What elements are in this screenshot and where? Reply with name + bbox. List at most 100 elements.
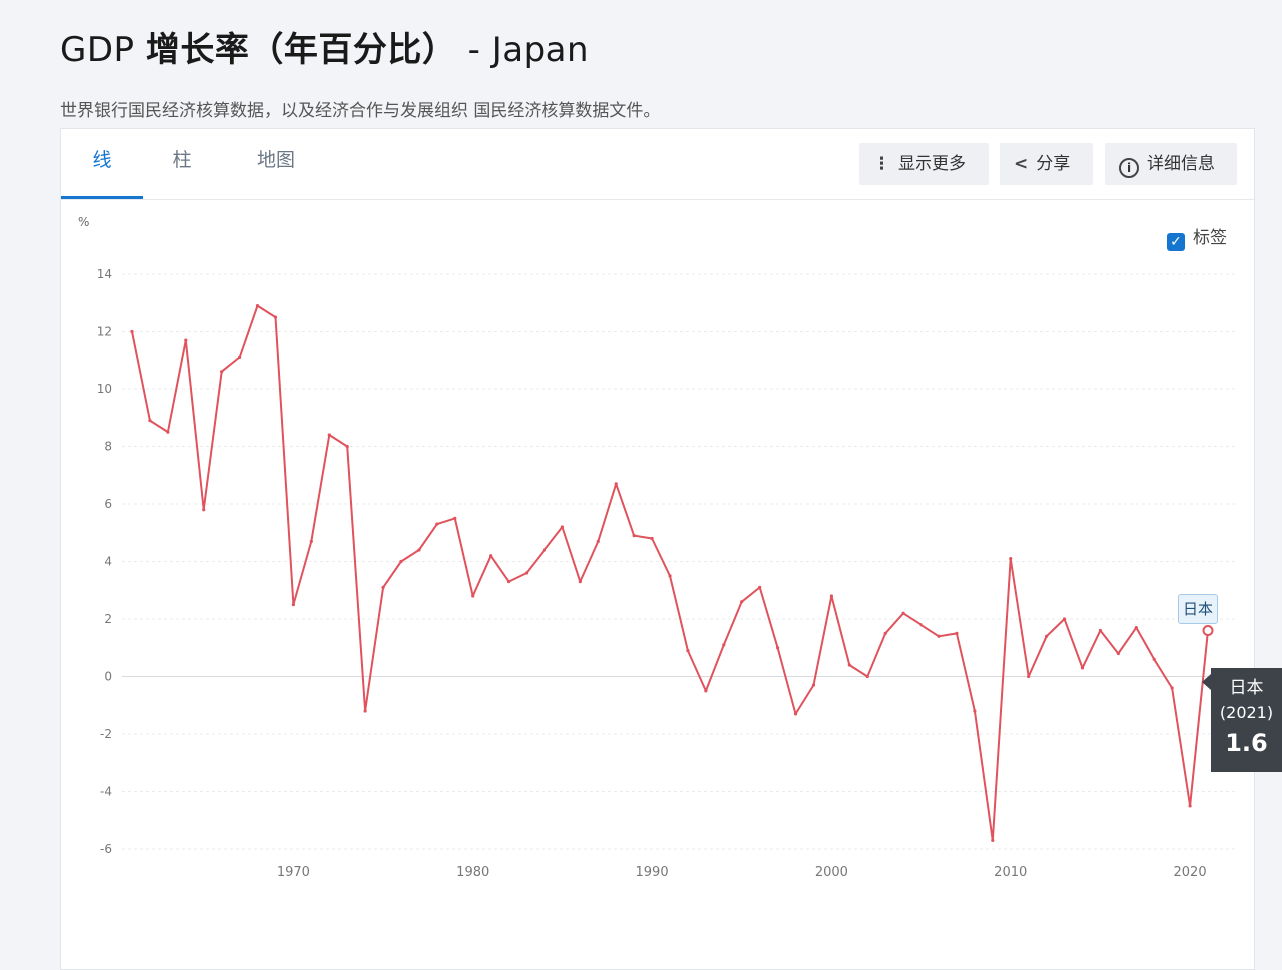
data-point — [740, 600, 744, 604]
title-prefix: GDP — [60, 30, 146, 70]
data-point — [417, 548, 421, 552]
data-point — [865, 674, 869, 679]
data-point — [327, 433, 331, 437]
data-point — [273, 315, 278, 319]
tab-map[interactable]: 地图 — [256, 149, 295, 171]
data-point — [471, 594, 475, 598]
tab-bar-chart[interactable]: 柱 — [172, 149, 192, 171]
x-tick-label: 2020 — [1174, 865, 1207, 880]
data-point — [524, 571, 529, 575]
data-point — [542, 548, 547, 552]
data-point — [973, 709, 977, 713]
data-point — [829, 594, 834, 598]
y-tick-label: 0 — [104, 670, 112, 684]
y-tick-label: 8 — [104, 440, 112, 454]
info-icon: i — [1119, 158, 1139, 178]
y-tick-label: 6 — [104, 497, 112, 511]
labels-toggle[interactable]: ✓ 标签 — [1167, 223, 1227, 251]
data-point — [1080, 666, 1085, 670]
share-label: 分享 — [1036, 154, 1071, 174]
data-point — [578, 580, 582, 584]
y-tick-label: 12 — [97, 325, 112, 339]
data-point — [937, 634, 941, 638]
data-point — [632, 534, 636, 538]
y-tick-label: 14 — [97, 267, 112, 281]
y-tick-label: 2 — [104, 612, 112, 626]
tooltip-value: 1.6 — [1225, 729, 1268, 757]
tab-bar: 线 柱 地图 ⋮ 显示更多 < 分享 i 详细信息 — [61, 129, 1254, 200]
data-point — [686, 649, 690, 653]
show-more-label: 显示更多 — [898, 154, 966, 174]
labels-checkbox[interactable]: ✓ — [1167, 233, 1185, 251]
data-point — [668, 574, 672, 578]
y-tick-label: -4 — [100, 785, 112, 799]
data-point — [650, 536, 654, 541]
title-suffix: - Japan — [456, 30, 590, 70]
x-tick-label: 1990 — [636, 865, 669, 880]
data-point — [1152, 657, 1156, 661]
data-point — [1009, 557, 1013, 561]
series-line-japan — [131, 304, 1209, 842]
share-icon: < — [1014, 154, 1029, 174]
data-point — [489, 554, 493, 558]
title-main: 增长率（年百分比） — [145, 30, 457, 70]
data-point — [596, 539, 600, 543]
y-tick-label: 10 — [97, 382, 112, 396]
data-point — [507, 580, 511, 584]
data-point — [1188, 804, 1192, 808]
data-point — [955, 631, 959, 635]
data-point — [1134, 626, 1138, 630]
page-subtitle: 世界银行国民经济核算数据，以及经济合作与发展组织 国民经济核算数据文件。 — [60, 101, 661, 121]
data-point — [793, 712, 798, 716]
data-point — [847, 663, 851, 667]
data-point — [991, 838, 995, 842]
data-point — [758, 585, 762, 589]
data-point — [901, 611, 905, 615]
data-point — [1045, 634, 1049, 638]
x-tick-label: 2010 — [994, 865, 1027, 880]
data-point — [614, 482, 618, 486]
data-point — [399, 559, 403, 564]
tooltip-country: 日本 — [1229, 678, 1264, 698]
highlight-point — [1202, 625, 1214, 636]
data-point — [1062, 617, 1067, 621]
data-point — [435, 522, 439, 526]
details-label: 详细信息 — [1147, 154, 1215, 174]
x-tick-label: 1970 — [277, 865, 310, 880]
data-point — [704, 689, 708, 693]
data-point — [919, 623, 923, 627]
data-point — [1170, 686, 1174, 690]
page-title: GDP 增长率（年百分比） - Japan — [60, 22, 589, 71]
details-button[interactable]: i 详细信息 — [1105, 143, 1237, 185]
data-point — [345, 444, 349, 449]
series-end-label: 日本 — [1178, 594, 1218, 624]
x-tick-label: 2000 — [815, 865, 848, 880]
data-point — [166, 430, 170, 434]
data-point — [1116, 651, 1120, 656]
data-point — [883, 631, 887, 635]
data-point — [363, 709, 367, 713]
more-vertical-icon: ⋮ — [873, 154, 890, 174]
data-point — [184, 338, 188, 342]
data-point — [238, 355, 242, 359]
data-point — [453, 516, 457, 520]
x-tick-label: 1980 — [456, 865, 489, 880]
data-point — [148, 419, 152, 423]
share-button[interactable]: < 分享 — [1000, 143, 1093, 185]
data-point — [130, 329, 134, 334]
tooltip-year: (2021) — [1219, 703, 1274, 722]
y-tick-label: -6 — [100, 842, 112, 856]
data-point — [1027, 674, 1031, 679]
labels-toggle-label: 标签 — [1193, 228, 1227, 248]
y-tick-label: 4 — [104, 555, 112, 569]
data-tooltip: 日本 (2021) 1.6 — [1202, 668, 1282, 772]
data-point — [255, 304, 260, 308]
data-point — [722, 643, 726, 647]
data-point — [202, 508, 206, 512]
tab-line[interactable]: 线 — [61, 129, 143, 199]
data-point — [291, 603, 295, 607]
data-point — [1098, 628, 1102, 633]
data-point — [811, 683, 816, 687]
show-more-button[interactable]: ⋮ 显示更多 — [859, 143, 989, 185]
